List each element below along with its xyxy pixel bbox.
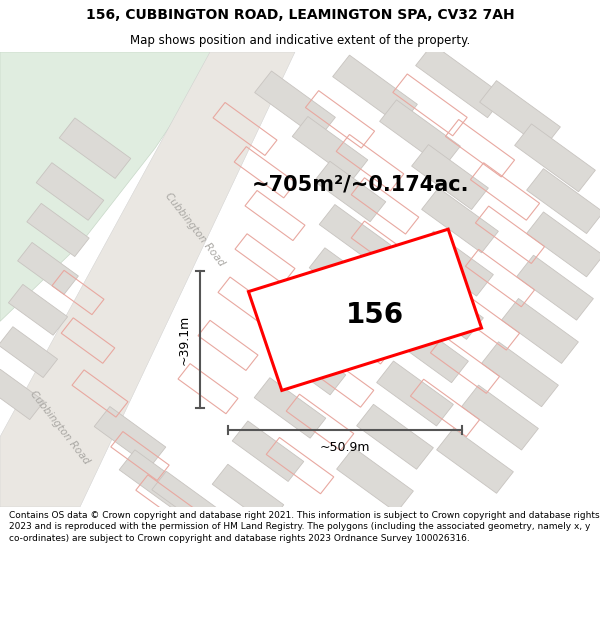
Polygon shape — [17, 242, 79, 294]
Polygon shape — [416, 44, 505, 118]
Polygon shape — [461, 385, 538, 450]
Polygon shape — [94, 406, 166, 467]
Polygon shape — [248, 229, 482, 391]
Polygon shape — [232, 421, 304, 481]
Text: ~39.1m: ~39.1m — [178, 314, 191, 365]
Polygon shape — [482, 342, 559, 407]
Polygon shape — [0, 52, 295, 507]
Polygon shape — [517, 255, 593, 320]
Polygon shape — [392, 318, 469, 382]
Text: 156: 156 — [346, 301, 404, 329]
Polygon shape — [212, 464, 284, 525]
Text: ~50.9m: ~50.9m — [320, 441, 370, 454]
Polygon shape — [294, 291, 366, 352]
Polygon shape — [356, 404, 433, 469]
Polygon shape — [502, 299, 578, 363]
Polygon shape — [319, 204, 391, 265]
Polygon shape — [407, 274, 484, 339]
Polygon shape — [437, 428, 514, 493]
Polygon shape — [309, 248, 381, 308]
Text: Map shows position and indicative extent of the property.: Map shows position and indicative extent… — [130, 34, 470, 47]
Polygon shape — [412, 144, 488, 209]
Text: Cubbington Road: Cubbington Road — [28, 389, 92, 466]
Polygon shape — [0, 327, 58, 378]
Polygon shape — [119, 450, 191, 511]
Polygon shape — [479, 81, 560, 149]
Text: 156, CUBBINGTON ROAD, LEAMINGTON SPA, CV32 7AH: 156, CUBBINGTON ROAD, LEAMINGTON SPA, CV… — [86, 8, 514, 21]
Text: ~705m²/~0.174ac.: ~705m²/~0.174ac. — [251, 175, 469, 195]
Polygon shape — [59, 118, 131, 179]
Polygon shape — [515, 124, 595, 192]
Polygon shape — [416, 231, 493, 296]
Polygon shape — [274, 334, 346, 395]
Polygon shape — [254, 71, 335, 139]
Polygon shape — [254, 378, 326, 438]
Polygon shape — [152, 471, 218, 528]
Polygon shape — [332, 55, 418, 126]
Polygon shape — [314, 161, 386, 222]
Polygon shape — [8, 284, 68, 335]
Polygon shape — [292, 116, 368, 180]
Polygon shape — [527, 212, 600, 277]
Polygon shape — [337, 448, 413, 512]
Polygon shape — [527, 169, 600, 234]
Polygon shape — [377, 361, 454, 426]
Polygon shape — [0, 52, 220, 321]
Polygon shape — [0, 369, 44, 419]
Polygon shape — [36, 162, 104, 220]
Polygon shape — [380, 100, 460, 168]
Polygon shape — [27, 203, 89, 256]
Polygon shape — [422, 188, 499, 253]
Text: Contains OS data © Crown copyright and database right 2021. This information is : Contains OS data © Crown copyright and d… — [9, 511, 599, 543]
Text: Cubbington Road: Cubbington Road — [163, 191, 227, 269]
